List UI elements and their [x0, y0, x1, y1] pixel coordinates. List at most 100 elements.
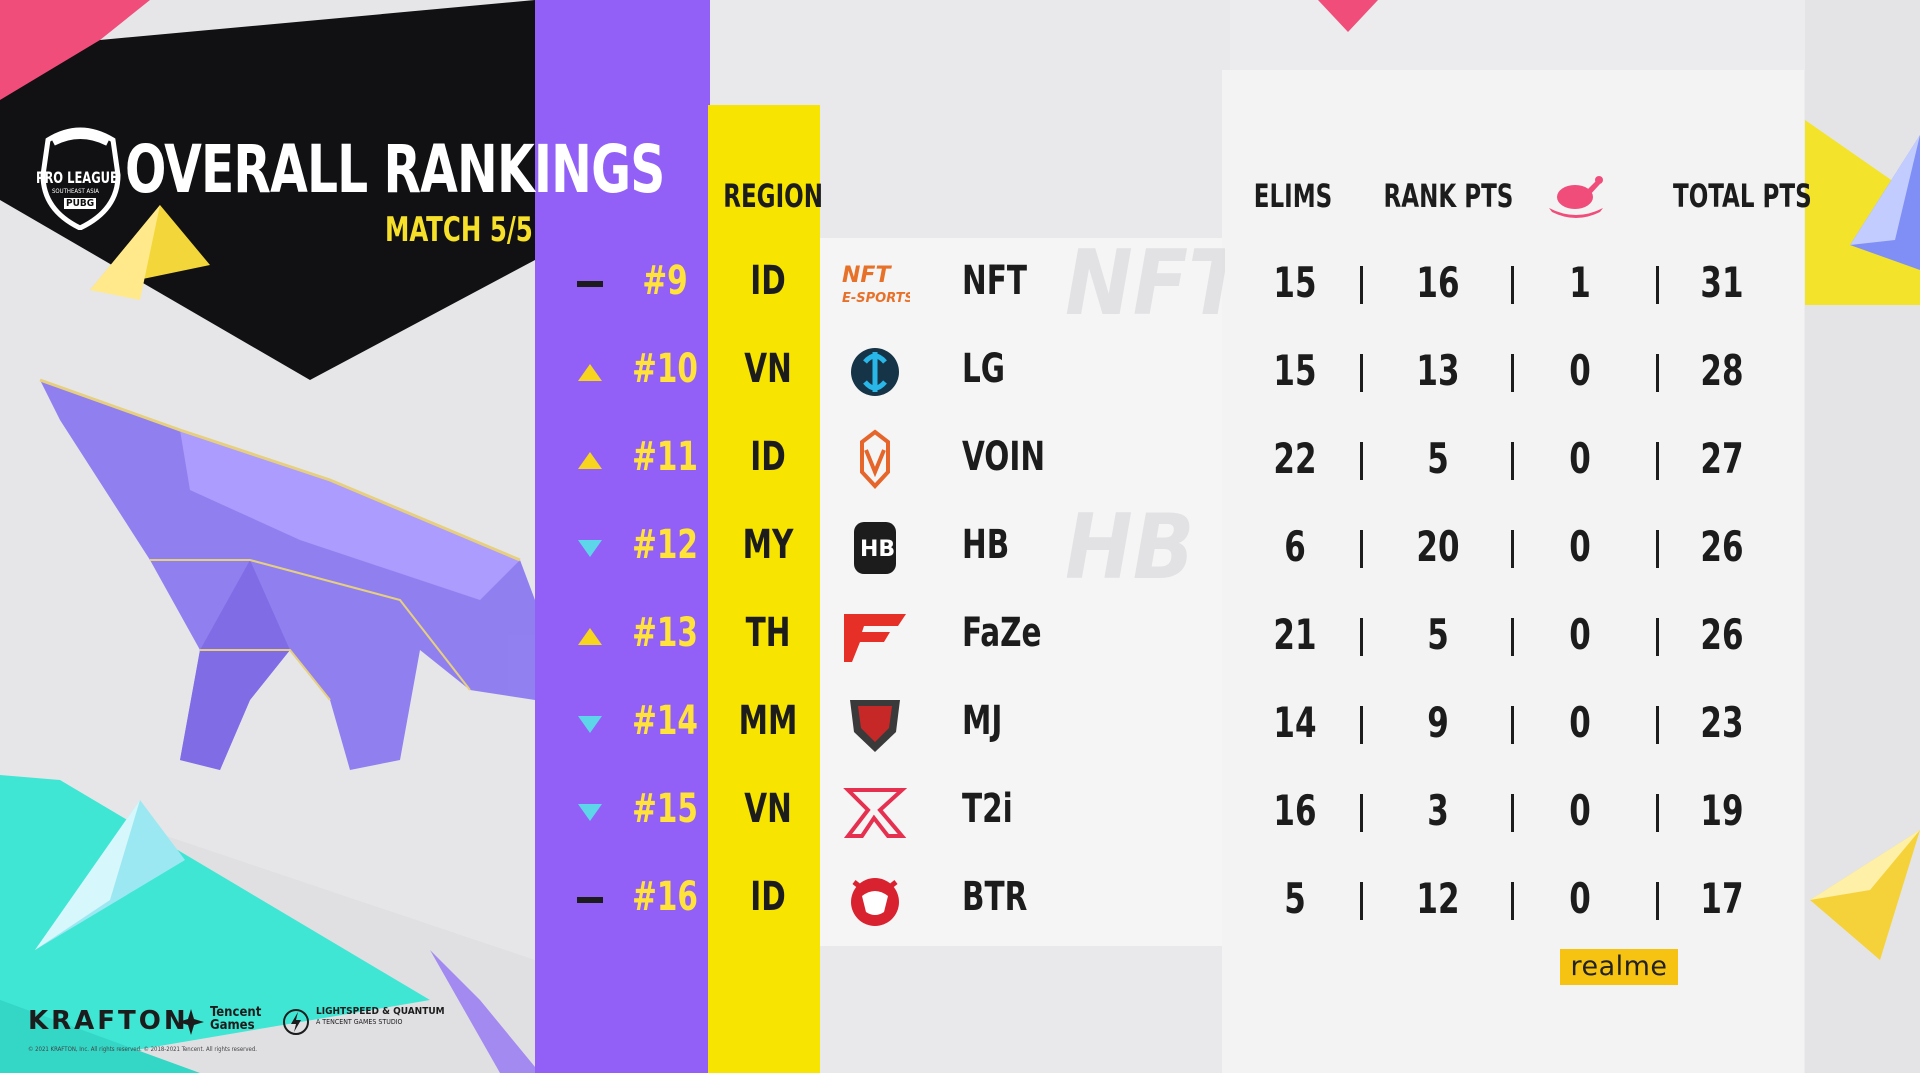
- elims-value: 5: [1284, 874, 1306, 923]
- tencent-games-logo: Tencent Games: [210, 1006, 290, 1032]
- region-code: MY: [742, 522, 794, 568]
- column-divider: [1656, 530, 1659, 568]
- elims-value: 15: [1273, 346, 1317, 395]
- team-name: VOIN: [962, 434, 1046, 480]
- region-code: ID: [750, 258, 786, 304]
- column-divider: [1511, 618, 1514, 656]
- elims-value: 22: [1273, 434, 1317, 483]
- elims-value: 6: [1284, 522, 1306, 571]
- column-divider: [1360, 706, 1363, 744]
- total-value: 17: [1700, 874, 1744, 923]
- table-row: #9 ID NFT E-SPORTS NFT NFT 15 16 1 31: [0, 240, 1920, 328]
- elims-value: 14: [1273, 698, 1317, 747]
- column-divider: [1360, 442, 1363, 480]
- table-row: #14 MM MJ 14 9 0 23: [0, 680, 1920, 768]
- table-row: #13 TH FaZe 21 5 0 26: [0, 592, 1920, 680]
- copyright-fineprint: © 2021 KRAFTON, Inc. All rights reserved…: [28, 1046, 258, 1053]
- team-watermark: [1065, 856, 1225, 944]
- rank-down-icon: [575, 709, 605, 739]
- chicken-value: 0: [1569, 786, 1591, 835]
- realme-logo: realme: [1560, 949, 1678, 985]
- column-divider: [1656, 266, 1659, 304]
- header-elims: ELIMS: [1253, 177, 1333, 215]
- team-logo-icon: HB: [840, 516, 910, 580]
- page-title: OVERALL RANKINGS: [125, 131, 665, 208]
- region-code: VN: [744, 346, 792, 392]
- column-divider: [1511, 794, 1514, 832]
- rank-pts-value: 20: [1416, 522, 1460, 571]
- column-divider: [1360, 882, 1363, 920]
- team-logo-icon: [840, 692, 910, 756]
- region-code: VN: [744, 786, 792, 832]
- lightspeed-quantum-logo: LIGHTSPEED & QUANTUM A TENCENT GAMES STU…: [316, 1006, 446, 1028]
- rank-same-icon: [575, 885, 605, 915]
- team-logo-icon: NFT E-SPORTS: [840, 252, 914, 316]
- tencent-icon: [176, 1007, 206, 1037]
- total-value: 27: [1700, 434, 1744, 483]
- team-watermark: [1065, 768, 1225, 856]
- column-divider: [1511, 882, 1514, 920]
- chicken-value: 0: [1569, 522, 1591, 571]
- elims-value: 16: [1273, 786, 1317, 835]
- rank-same-icon: [575, 269, 605, 299]
- team-name: BTR: [962, 874, 1028, 920]
- team-name: MJ: [962, 698, 1003, 744]
- header-region: REGION: [723, 177, 823, 215]
- team-name: T2i: [962, 786, 1013, 832]
- region-code: MM: [738, 698, 798, 744]
- svg-text:NFT: NFT: [842, 263, 892, 288]
- match-subtitle: MATCH 5/5: [385, 210, 533, 250]
- team-name: FaZe: [962, 610, 1042, 656]
- column-divider: [1511, 706, 1514, 744]
- team-watermark: [1065, 328, 1225, 416]
- elims-value: 15: [1273, 258, 1317, 307]
- rank-pts-value: 5: [1427, 610, 1449, 659]
- team-watermark: [1065, 592, 1225, 680]
- column-divider: [1360, 354, 1363, 392]
- lightspeed-line2: A TENCENT GAMES STUDIO: [316, 1018, 403, 1026]
- column-divider: [1511, 354, 1514, 392]
- chicken-dinner-icon: [1545, 172, 1607, 218]
- rank-label: #13: [632, 610, 698, 656]
- chicken-value: 0: [1569, 434, 1591, 483]
- table-row: #12 MY HB HB HB 6 20 0 26: [0, 504, 1920, 592]
- total-value: 19: [1700, 786, 1744, 835]
- total-value: 26: [1700, 610, 1744, 659]
- team-logo-icon: [840, 604, 910, 668]
- rank-label: #16: [632, 874, 698, 920]
- team-logo-icon: [840, 340, 910, 404]
- rank-up-icon: [575, 621, 605, 651]
- rank-pts-value: 12: [1416, 874, 1460, 923]
- team-name: LG: [962, 346, 1006, 392]
- krafton-logo: KRAFTON: [28, 1006, 189, 1036]
- column-divider: [1360, 794, 1363, 832]
- rank-pts-value: 9: [1427, 698, 1449, 747]
- total-value: 26: [1700, 522, 1744, 571]
- rank-label: #11: [632, 434, 698, 480]
- table-row: #16 ID BTR 5 12 0 17: [0, 856, 1920, 944]
- chicken-value: 0: [1569, 874, 1591, 923]
- rank-pts-value: 5: [1427, 434, 1449, 483]
- rank-label: #14: [632, 698, 698, 744]
- column-divider: [1656, 882, 1659, 920]
- rank-label: #10: [632, 346, 698, 392]
- lightspeed-icon: [282, 1008, 310, 1036]
- chicken-value: 0: [1569, 610, 1591, 659]
- logo-brand: PUBG: [64, 198, 97, 209]
- column-divider: [1360, 266, 1363, 304]
- rank-pts-value: 16: [1416, 258, 1460, 307]
- column-divider: [1360, 530, 1363, 568]
- team-name: NFT: [962, 258, 1027, 304]
- team-watermark: [1065, 680, 1225, 768]
- chicken-value: 0: [1569, 346, 1591, 395]
- chicken-value: 0: [1569, 698, 1591, 747]
- team-logo-icon: [840, 868, 910, 932]
- total-value: 31: [1700, 258, 1744, 307]
- column-divider: [1511, 530, 1514, 568]
- svg-text:HB: HB: [860, 537, 895, 562]
- region-column-band: [708, 105, 820, 1073]
- rank-pts-value: 13: [1416, 346, 1460, 395]
- tencent-line1: Tencent: [210, 1005, 262, 1020]
- header-rank-pts: RANK PTS: [1383, 177, 1514, 215]
- team-logo-icon: [840, 780, 910, 844]
